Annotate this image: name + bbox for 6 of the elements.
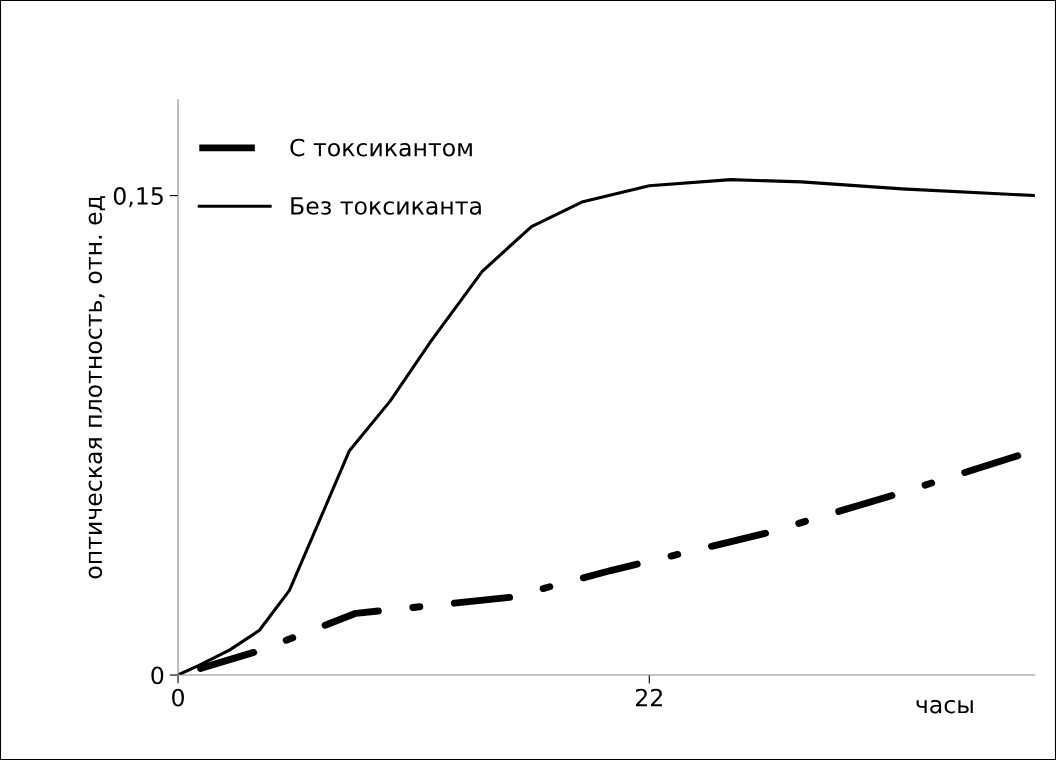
- x-tick-label: 22: [636, 688, 662, 707]
- legend-label: С токсикантом: [290, 138, 472, 157]
- x-axis-title: часы: [916, 699, 973, 714]
- y-tick-label: 0,15: [113, 187, 163, 208]
- y-axis-title: оптическая плотность, отн. ед: [88, 196, 106, 579]
- legend-label: Без токсиканта: [291, 197, 481, 215]
